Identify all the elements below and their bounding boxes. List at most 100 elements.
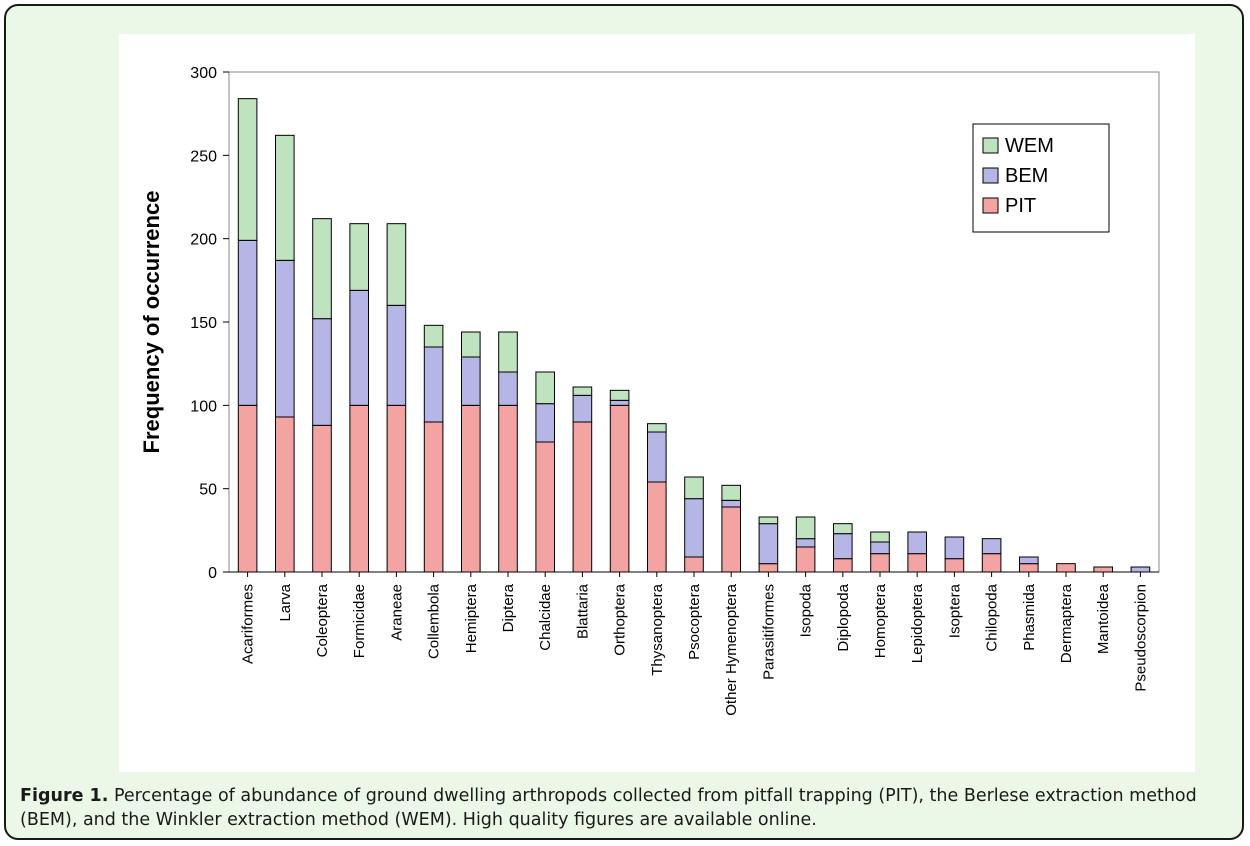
x-tick-label: Diplopoda — [835, 583, 852, 651]
bar-pit — [423, 421, 444, 573]
y-tick-label: 200 — [190, 232, 217, 249]
x-tick-label: Blattaria — [574, 583, 591, 639]
bar-pit — [312, 424, 332, 573]
bar-bem — [1130, 566, 1151, 573]
bar-pit — [1093, 566, 1114, 573]
y-tick-label: 0 — [208, 565, 217, 582]
bar-bem — [461, 356, 481, 406]
bar-pit — [647, 481, 667, 573]
bar-pit — [1056, 563, 1076, 573]
y-tick-label: 100 — [190, 398, 217, 415]
x-tick-label: Thysanoptera — [649, 583, 666, 675]
bar-pit — [386, 404, 407, 573]
y-tick-label: 250 — [190, 148, 217, 165]
x-tick-label: Other Hymenoptera — [723, 583, 740, 715]
x-tick-label: Isopoda — [798, 583, 815, 637]
x-tick-label: Hemiptera — [463, 583, 480, 653]
y-tick-label: 50 — [199, 482, 217, 499]
y-tick-label: 150 — [190, 315, 217, 332]
bar-wem — [795, 516, 816, 540]
bar-bem — [684, 498, 704, 558]
x-tick-label: Araneae — [388, 584, 405, 641]
bar-pit — [721, 506, 742, 573]
x-tick-label: Acariformes — [240, 584, 257, 664]
bar-pit — [944, 558, 965, 573]
x-tick-label: Homoptera — [872, 583, 889, 658]
bar-bem — [907, 531, 928, 555]
bar-bem — [572, 394, 593, 423]
x-tick-label: Chalcidae — [537, 584, 554, 651]
x-tick-label: Psocoptera — [686, 583, 703, 660]
bar-pit — [870, 553, 890, 573]
y-tick-label: 300 — [190, 65, 217, 82]
x-tick-label: Coleoptera — [314, 583, 331, 657]
bar-wem — [647, 423, 667, 433]
bar-wem — [684, 476, 704, 500]
legend-swatch-pit — [982, 197, 999, 214]
bar-bem — [758, 523, 779, 565]
bar-bem — [721, 499, 742, 508]
x-tick-label: Mantoidea — [1095, 583, 1112, 654]
bar-wem — [535, 371, 555, 405]
bar-pit — [758, 563, 779, 573]
x-tick-label: Pseudoscorpion — [1132, 584, 1149, 692]
bar-pit — [461, 404, 481, 573]
bar-bem — [833, 533, 853, 560]
bar-wem — [721, 484, 742, 501]
bar-pit — [609, 404, 630, 573]
caption-text: Percentage of abundance of ground dwelli… — [20, 786, 1197, 830]
bar-pit — [237, 404, 258, 573]
bar-bem — [312, 318, 332, 426]
bar-wem — [312, 218, 332, 320]
bar-bem — [423, 346, 444, 423]
bar-pit — [684, 556, 704, 573]
bar-pit — [572, 421, 593, 573]
x-tick-label: Dermaptera — [1058, 583, 1075, 663]
bar-wem — [461, 331, 481, 358]
legend-swatch-bem — [982, 167, 999, 184]
bar-bem — [386, 304, 407, 406]
x-tick-label: Parasitiformes — [760, 584, 777, 680]
x-tick-label: Phasmida — [1021, 583, 1038, 650]
bar-pit — [498, 404, 518, 573]
bar-wem — [237, 98, 258, 241]
bar-bem — [609, 399, 630, 406]
bar-bem — [275, 259, 295, 418]
x-tick-label: Collembola — [426, 583, 443, 659]
bar-wem — [423, 324, 444, 348]
figure-caption: Figure 1. Percentage of abundance of gro… — [20, 784, 1240, 832]
x-tick-label: Chilopoda — [984, 583, 1001, 651]
y-axis-label: Frequency of occurrence — [139, 191, 164, 454]
plot-panel: 0 50 100 150 200 250 300 Frequency of occurrenc… — [119, 34, 1195, 772]
caption-label: Figure 1. — [20, 786, 109, 806]
bar-pit — [535, 441, 555, 573]
legend-swatch-wem — [982, 137, 999, 154]
bar-bem — [535, 403, 555, 443]
x-tick-label: Diptera — [500, 583, 517, 632]
bar-pit — [1019, 563, 1039, 573]
bar-bem — [498, 371, 518, 406]
bar-wem — [349, 223, 369, 291]
x-tick-label: Larva — [277, 583, 294, 621]
figure-frame: 0 50 100 150 200 250 300 Frequency of occurrenc… — [4, 4, 1244, 840]
legend-label-wem: WEM — [1005, 135, 1054, 157]
x-tick-label: Isoptera — [946, 583, 963, 638]
bar-pit — [981, 553, 1002, 573]
bar-bem — [237, 239, 258, 406]
bar-bem — [1019, 556, 1039, 565]
bar-bem — [647, 431, 667, 483]
bar-wem — [758, 516, 779, 525]
bar-pit — [275, 416, 295, 573]
x-tick-label: Orthoptera — [612, 583, 629, 655]
bar-bem — [870, 541, 890, 555]
bar-pit — [349, 404, 369, 573]
bar-bem — [349, 289, 369, 406]
x-tick-label: Lepidoptera — [909, 583, 926, 663]
bar-wem — [572, 386, 593, 396]
bar-pit — [907, 553, 928, 573]
bar-pit — [795, 546, 816, 573]
bar-bem — [944, 536, 965, 560]
bar-wem — [275, 134, 295, 261]
stacked-bar-chart: 0 50 100 150 200 250 300 Frequency of occurrenc… — [139, 65, 1160, 716]
legend-label-bem: BEM — [1005, 165, 1048, 187]
